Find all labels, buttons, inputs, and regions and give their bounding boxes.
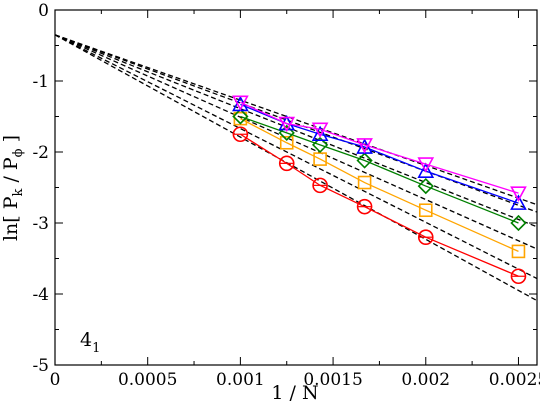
x-tick-label: 0.002 <box>401 370 450 390</box>
triangle-down-marker <box>510 186 527 202</box>
diamond-marker <box>417 177 434 195</box>
diamond-marker <box>356 152 373 169</box>
y-tick-label: -1 <box>32 72 49 92</box>
y-tick-label: -5 <box>32 356 49 376</box>
triangle-up-marker <box>510 194 527 210</box>
diamond-marker <box>278 124 295 141</box>
y-axis-title-prefix: ln[ P <box>0 196 22 241</box>
triangle-up-marker <box>311 125 329 142</box>
fit-line <box>54 34 538 280</box>
y-tick-label: -2 <box>32 143 49 163</box>
square-marker <box>357 175 372 190</box>
y-tick-label: -4 <box>32 285 49 305</box>
y-axis-title-sub2: ϕ <box>11 148 26 157</box>
x-tick-label: 0 <box>50 370 61 390</box>
triangle-down-marker <box>356 138 373 154</box>
square-marker <box>418 203 433 218</box>
triangle-up-marker <box>417 162 435 178</box>
x-tick-label: 0.0025 <box>489 370 540 390</box>
fit-line <box>54 34 538 206</box>
fit-lines-layer <box>54 34 538 302</box>
diamond-marker <box>510 214 527 232</box>
x-tick-label: 0.0015 <box>303 370 362 390</box>
y-axis-title-middle: / P <box>0 157 22 188</box>
series-line <box>240 115 519 224</box>
fit-line <box>54 34 538 213</box>
knot-type-label: 41 <box>80 329 100 356</box>
series-layer <box>232 95 527 285</box>
y-axis-title-suffix: ] <box>0 135 22 148</box>
x-tick-label: 0.001 <box>216 370 265 390</box>
square-marker <box>511 244 526 259</box>
series-line <box>240 101 519 194</box>
square-marker <box>279 135 294 150</box>
triangle-down-marker <box>232 95 249 111</box>
series-line <box>240 118 519 252</box>
x-axis-title: 1 / N <box>271 382 318 403</box>
x-tick-label: 0.0005 <box>118 370 177 390</box>
diamond-marker <box>232 108 249 125</box>
fit-line <box>54 34 538 302</box>
triangle-down-marker <box>278 116 296 133</box>
diamond-marker <box>311 136 329 154</box>
y-tick-label: -3 <box>32 214 49 234</box>
plot-frame <box>54 9 538 366</box>
ticks-layer: 0 0.0005 0.001 0.0015 0.002 0.0025 0 -1 -2 -3 -4 -5 <box>32 1 540 390</box>
triangle-down-marker <box>417 157 435 173</box>
knot-type-base: 4 <box>80 329 92 351</box>
knot-type-sub: 1 <box>92 341 100 356</box>
square-marker <box>313 152 327 166</box>
y-axis-title: ln[ Pk / Pϕ ] <box>0 135 26 241</box>
y-axis-title-sub1: k <box>11 188 26 196</box>
triangle-down-marker <box>311 122 329 138</box>
fit-line <box>54 34 538 228</box>
series-line <box>240 133 519 277</box>
fit-line <box>54 34 538 250</box>
y-tick-label: 0 <box>38 1 49 21</box>
